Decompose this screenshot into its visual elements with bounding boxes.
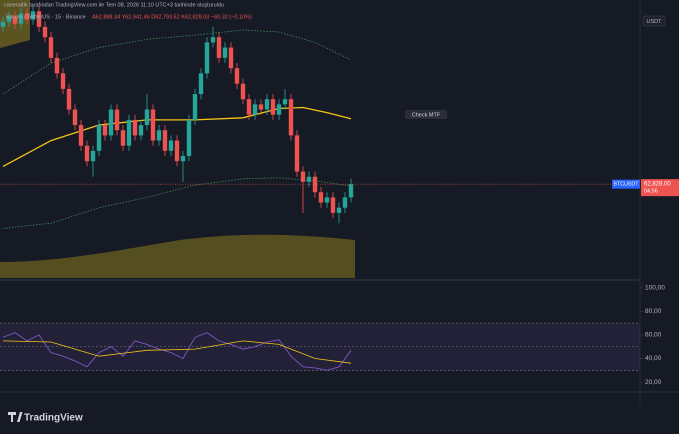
candle-body	[294, 135, 300, 172]
candle-body	[318, 192, 324, 203]
candle-body	[246, 99, 252, 115]
candle-body	[36, 11, 42, 27]
candle-body	[192, 94, 198, 120]
y2-tick-label: 40,00	[645, 355, 662, 362]
candle-body	[252, 104, 258, 115]
candle-body	[12, 16, 18, 24]
candle-body	[228, 47, 234, 69]
candle-body	[300, 171, 306, 182]
y2-tick-label: 60,00	[645, 332, 662, 339]
logo-text: TradingView	[24, 413, 83, 424]
candle-body	[60, 73, 66, 89]
candle-body	[288, 99, 294, 136]
candle-body	[342, 197, 348, 208]
countdown: 04:56	[644, 189, 658, 195]
candle-body	[156, 130, 162, 141]
annotation: Check MTF	[412, 112, 441, 118]
overlay-line	[2, 29, 352, 95]
candle-body	[312, 176, 318, 193]
candle-body	[84, 145, 90, 162]
currency-box	[642, 15, 666, 27]
y2-tick-label: 80,00	[645, 308, 662, 315]
candle-body	[126, 119, 132, 146]
price-tag	[641, 179, 679, 197]
candle-body	[204, 42, 210, 74]
symbol-tag	[612, 179, 640, 189]
plot: Check MTF	[0, 5, 640, 229]
symbol-tag-label: BTCUSDT	[613, 182, 639, 188]
candle-body	[216, 37, 222, 58]
symbol: Bitcoin / TetherUS · 15 · Binance	[6, 14, 86, 20]
candle-body	[348, 184, 354, 198]
candle-body	[24, 13, 30, 20]
overlay-line	[2, 106, 352, 167]
credit: caneraltik tarafından TradingView.com il…	[4, 2, 224, 8]
candle-body	[168, 140, 174, 151]
candle-body	[96, 125, 102, 151]
candle-body	[174, 140, 180, 162]
candle-body	[144, 109, 150, 126]
candle-body	[282, 99, 288, 105]
rsi-ma-line	[2, 340, 352, 364]
logo: TradingView	[8, 412, 83, 424]
candle-body	[306, 176, 312, 182]
rsi-pane	[0, 322, 640, 371]
candle-body	[180, 156, 186, 162]
candle-body	[276, 104, 282, 115]
candle-body	[6, 16, 12, 22]
candle-body	[336, 207, 342, 213]
candle-body	[72, 109, 78, 126]
candle-body	[48, 37, 54, 58]
candle-body	[138, 125, 144, 136]
y2-tick-label: 20,00	[645, 379, 662, 386]
candle-body	[120, 130, 126, 146]
candle-body	[132, 119, 138, 136]
candle-body	[222, 47, 228, 58]
candle-body	[18, 13, 24, 24]
ohlc: A62,888.34 Y62,941.46 D62,793.52 K62,828…	[92, 14, 252, 20]
candle-body	[150, 109, 156, 141]
candle-body	[102, 125, 108, 136]
candle-body	[30, 11, 36, 20]
candle-body	[78, 125, 84, 146]
currency: USDT	[647, 19, 663, 25]
annotation-box	[405, 110, 447, 119]
logo-icon	[8, 412, 23, 422]
candle-body	[54, 57, 60, 74]
candle-body	[198, 73, 204, 95]
candle-body	[108, 109, 114, 136]
candle-body	[90, 150, 96, 162]
candle-body	[324, 197, 330, 203]
candle-body	[162, 130, 168, 151]
candle-body	[186, 119, 192, 157]
y2-tick-label: 100,00	[645, 285, 665, 292]
candle-body	[0, 21, 6, 27]
rsi-line	[2, 332, 352, 371]
candle-body	[270, 99, 276, 115]
candle-body	[234, 68, 240, 84]
candle-body	[330, 197, 336, 213]
candle-body	[210, 37, 216, 43]
candle-body	[240, 83, 246, 100]
candle-body	[258, 104, 264, 110]
candle-body	[114, 109, 120, 131]
price-tag-label: 62,828.00	[644, 182, 671, 188]
volume-area	[0, 234, 355, 278]
candle-body	[42, 26, 48, 38]
candle-body	[66, 88, 72, 110]
candle-body	[264, 99, 270, 110]
